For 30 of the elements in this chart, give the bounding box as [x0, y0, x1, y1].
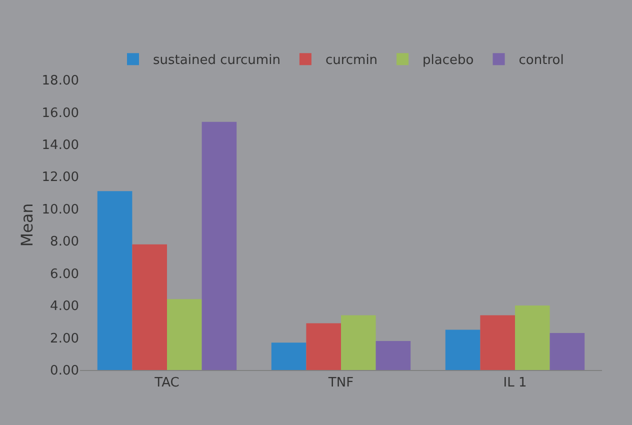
y-tick-label: 14.00	[42, 138, 79, 153]
y-tick-label: 16.00	[42, 106, 79, 121]
legend-label: sustained curcumin	[153, 53, 280, 68]
x-tick-label: IL 1	[503, 376, 527, 391]
bar	[341, 315, 376, 370]
y-tick-label: 6.00	[50, 266, 79, 282]
bar	[202, 122, 237, 370]
x-tick-label: TNF	[327, 376, 354, 391]
bar	[97, 191, 132, 370]
y-tick-label: 18.00	[42, 74, 79, 89]
bar	[167, 299, 202, 370]
bar	[271, 342, 306, 370]
bar	[550, 332, 585, 370]
y-tick-label: 12.00	[42, 170, 79, 186]
y-tick-label: 4.00	[50, 299, 79, 314]
bar	[132, 244, 167, 370]
y-tick-label: 0.00	[50, 364, 79, 379]
bar	[306, 323, 341, 370]
legend-label: curcmin	[325, 53, 378, 68]
y-tick-label: 8.00	[50, 234, 79, 250]
bar	[376, 341, 411, 370]
y-tick-label: 10.00	[42, 202, 79, 218]
y-axis-title: Mean	[18, 203, 37, 247]
y-tick-label: 2.00	[50, 331, 79, 346]
bar	[445, 330, 480, 370]
legend-label: placebo	[422, 53, 474, 68]
bar	[480, 315, 515, 370]
x-tick-label: TAC	[154, 376, 180, 391]
bar	[515, 306, 550, 370]
legend-label: control	[518, 53, 564, 68]
